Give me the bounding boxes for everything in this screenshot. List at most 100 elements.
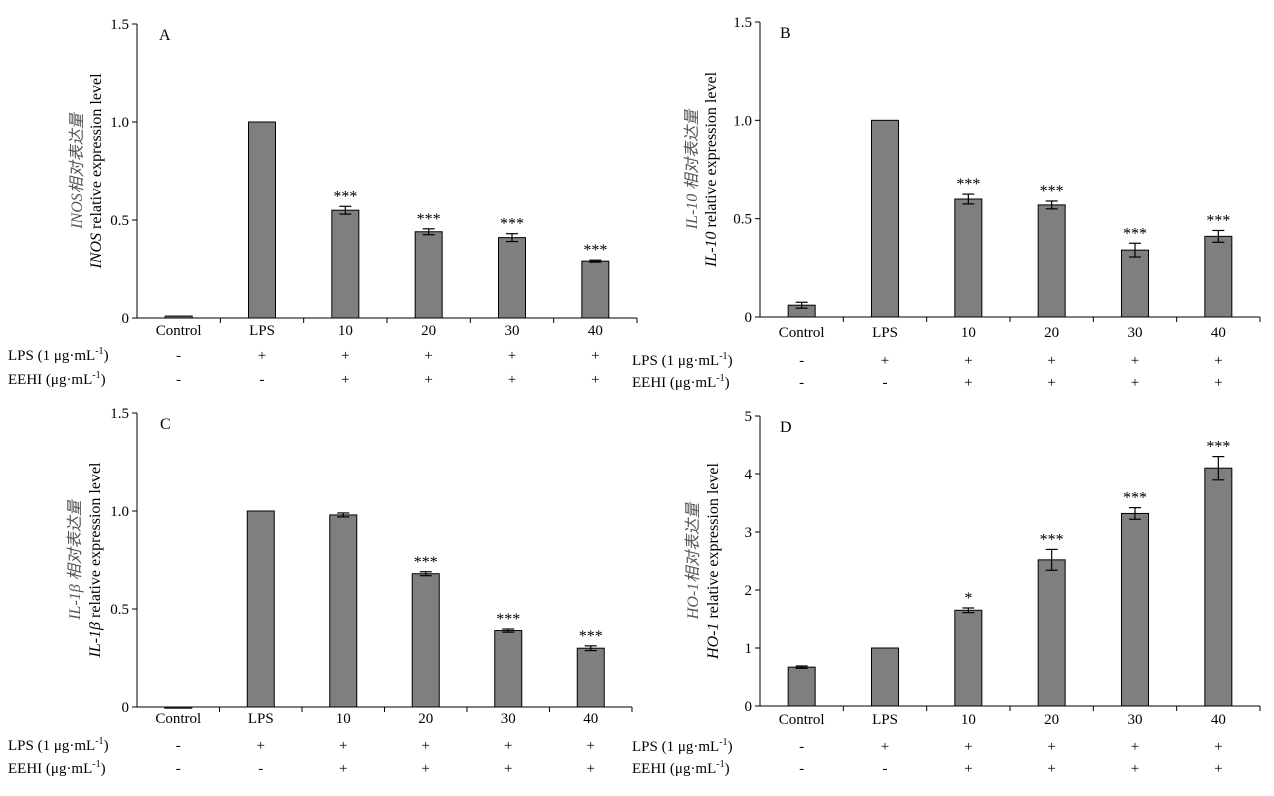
significance-label: *** (496, 611, 520, 628)
y-axis-label-cn-text: INOS相对表达量 (68, 111, 86, 230)
treatment-sign: + (1047, 353, 1055, 369)
x-tick-label: LPS (872, 712, 898, 728)
y-axis-label-rest: relative expression level (88, 73, 105, 233)
treatment-sign: + (257, 738, 265, 754)
treatment-sign: + (1214, 353, 1222, 369)
significance-label: *** (1040, 183, 1064, 200)
panel-b: 0 0.5 1.0 1.5 Control LPS *** 10 *** 20 *** 30 *** 40… (632, 15, 1261, 391)
treatment-sign: - (883, 375, 888, 391)
row-label-end: ) (725, 761, 730, 777)
row-label-main: LPS (1 μg·mL (632, 739, 719, 755)
treatment-sign: + (591, 372, 599, 388)
significance-label: *** (579, 628, 603, 645)
x-tick-label: LPS (248, 711, 274, 727)
row-label-end: ) (725, 375, 730, 391)
panel-letter: A (159, 27, 171, 44)
y-axis-label-cn: INOS相对表达量 (68, 111, 86, 230)
significance-label: *** (583, 242, 607, 259)
treatment-sign: + (587, 761, 595, 777)
row-label-main: EEHI (μg·mL (8, 372, 92, 388)
y-axis-label-cn-text: IL-10 相对表达量 (683, 108, 701, 231)
bar (581, 260, 610, 319)
treatment-sign: + (508, 348, 516, 364)
x-tick-label: 30 (1128, 325, 1143, 341)
bar (414, 231, 443, 319)
y-tick-label: 0.5 (733, 212, 752, 228)
treatment-sign: + (1214, 761, 1222, 777)
x-tick-label: 30 (505, 323, 520, 339)
bar (1121, 512, 1149, 707)
row-label-main: LPS (1 μg·mL (632, 353, 719, 369)
y-tick-label: 0 (122, 311, 130, 327)
row-label-main: LPS (1 μg·mL (8, 348, 95, 364)
y-axis-label-cn-text: HO-1相对表达量 (684, 501, 702, 620)
treatment-sign: + (504, 761, 512, 777)
y-tick-label: 1.5 (110, 17, 129, 33)
significance-label: *** (414, 554, 438, 571)
x-tick-label: 10 (961, 712, 976, 728)
significance-label: * (964, 590, 972, 607)
x-tick-label: 30 (501, 711, 516, 727)
significance-label: *** (333, 188, 357, 205)
panel-c: 0 0.5 1.0 1.5 Control LPS 10 *** 20 *** 30 *** 40 C IL… (8, 406, 633, 777)
row-label-sup: -1 (716, 373, 724, 384)
treatment-sign: + (591, 348, 599, 364)
y-axis-label: INOS relative expression level (88, 73, 105, 270)
x-tick-label: 20 (1044, 712, 1059, 728)
treatment-sign: + (587, 738, 595, 754)
y-tick-label: 1.5 (733, 15, 752, 31)
y-tick-label: 1.0 (733, 113, 752, 129)
row-label: EEHI (μg·mL-1) (8, 370, 106, 388)
panel-d: 0 1 2 3 4 5 Control LPS * 10 *** 20 *** 30 *** 40 D HO-1相… (632, 409, 1261, 777)
x-tick-label: 10 (336, 711, 351, 727)
treatment-sign: + (964, 739, 972, 755)
row-label: LPS (1 μg·mL-1) (8, 736, 109, 754)
bar (1204, 467, 1233, 707)
y-axis-label-cn-text: IL-1β 相对表达量 (66, 498, 84, 621)
bar (954, 198, 983, 318)
significance-label: *** (1040, 531, 1064, 548)
row-label-end: ) (104, 738, 109, 754)
y-tick-label: 1.0 (110, 115, 129, 131)
row-label: LPS (1 μg·mL-1) (632, 351, 733, 369)
significance-label: *** (417, 211, 441, 228)
treatment-sign: - (799, 761, 804, 777)
x-tick-label: 20 (1044, 325, 1059, 341)
treatment-sign: + (1047, 739, 1055, 755)
row-label-sup: -1 (95, 736, 103, 747)
treatment-sign: - (176, 738, 181, 754)
treatment-sign: + (1214, 739, 1222, 755)
y-tick-label: 1 (745, 641, 753, 657)
x-tick-label: Control (155, 711, 201, 727)
treatment-sign: + (1047, 375, 1055, 391)
treatment-sign: + (964, 353, 972, 369)
panel-letter: D (780, 419, 792, 436)
row-label: EEHI (μg·mL-1) (8, 759, 106, 777)
y-axis-label-gene: IL-1β (87, 622, 104, 659)
y-axis-label-cn: HO-1相对表达量 (684, 501, 702, 620)
row-label-end: ) (101, 761, 106, 777)
y-axis-label: IL-10 relative expression level (703, 71, 720, 268)
treatment-sign: + (1131, 375, 1139, 391)
treatment-sign: + (339, 761, 347, 777)
row-label-main: EEHI (μg·mL (8, 761, 92, 777)
x-tick-label: LPS (249, 323, 275, 339)
treatment-sign: - (176, 761, 181, 777)
treatment-sign: + (424, 372, 432, 388)
row-label-sup: -1 (716, 759, 724, 770)
row-label: EEHI (μg·mL-1) (632, 759, 730, 777)
treatment-sign: + (881, 353, 889, 369)
bar (871, 647, 899, 707)
significance-label: *** (1206, 212, 1230, 229)
bar (246, 510, 275, 708)
treatment-sign: - (799, 353, 804, 369)
treatment-sign: + (508, 372, 516, 388)
treatment-sign: + (964, 761, 972, 777)
row-label-main: EEHI (μg·mL (632, 375, 716, 391)
x-tick-label: 20 (421, 323, 436, 339)
bar (411, 573, 440, 708)
y-tick-label: 1.5 (110, 406, 129, 422)
y-tick-label: 2 (745, 583, 753, 599)
y-tick-label: 0.5 (110, 213, 129, 229)
row-label: LPS (1 μg·mL-1) (632, 737, 733, 755)
